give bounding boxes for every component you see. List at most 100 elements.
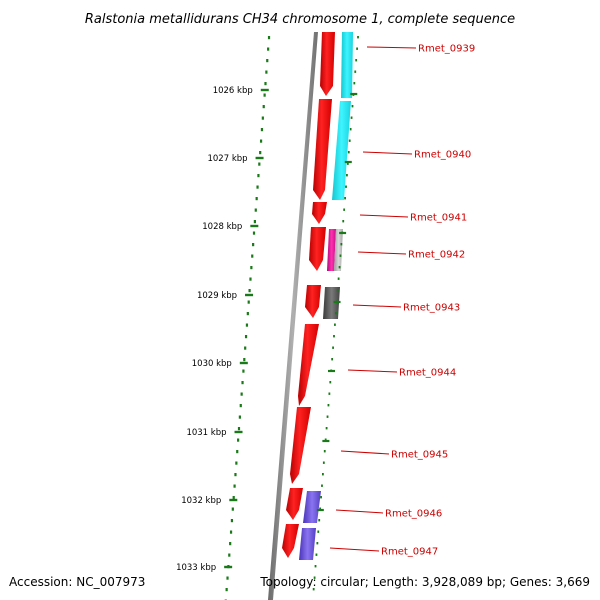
outer-dot [354, 70, 357, 73]
ruler-dot [231, 507, 234, 511]
gene-label[interactable]: Rmet_0942 [408, 250, 465, 261]
gene-cds-purple [303, 491, 321, 523]
gene-label[interactable]: Rmet_0940 [414, 150, 471, 161]
ruler-dot [236, 450, 239, 454]
outer-dot [321, 484, 323, 487]
kbp-tick-label: 1027 kbp [207, 154, 247, 164]
ruler-dot [226, 576, 229, 580]
outer-dot [316, 542, 319, 545]
outer-dot [339, 254, 342, 257]
outer-dot [343, 208, 346, 211]
gene-cds-red [290, 407, 311, 484]
ruler-dot [244, 335, 248, 339]
ruler-dot [242, 369, 245, 373]
gene-cds-purple [299, 528, 316, 560]
ruler-dot [235, 461, 238, 465]
outer-dot [346, 174, 348, 177]
ruler-dot [246, 312, 249, 316]
ruler-dot [234, 473, 237, 477]
gene-leader-line [357, 251, 407, 255]
gene-leader-line [347, 369, 398, 373]
ruler-dot [238, 415, 241, 419]
outer-dot [348, 139, 351, 142]
outer-dot [320, 496, 322, 499]
ruler-dot [262, 105, 265, 109]
kbp-tick-label: 1026 kbp [213, 86, 253, 96]
outer-dot [315, 553, 318, 556]
gene-leader-line [340, 450, 390, 455]
ruler-dot [252, 243, 255, 247]
gene-cds-grey-dark [323, 287, 340, 319]
outer-dot [345, 185, 347, 188]
gene-cds-red [286, 488, 303, 520]
kbp-tick-label: 1032 kbp [181, 496, 221, 506]
outer-dot [347, 151, 350, 154]
gene-label[interactable]: Rmet_0946 [385, 509, 442, 520]
ruler-dot [229, 542, 232, 546]
ruler-dot [260, 128, 264, 132]
gene-label[interactable]: Rmet_0947 [381, 547, 438, 558]
ruler-dot [253, 220, 256, 224]
gene-label[interactable]: Rmet_0939 [418, 44, 475, 55]
ruler-dot [232, 496, 235, 500]
ruler-dot [250, 266, 253, 270]
outer-dot [317, 530, 320, 533]
outer-strand-ticks [312, 36, 359, 591]
outer-dot [324, 438, 327, 441]
kbp-ruler: 1026 kbp 1027 kbp 1028 kbp 1029 kbp 1030 kbp… [176, 36, 271, 600]
ruler-dot [239, 404, 242, 408]
gene-label[interactable]: Rmet_0941 [410, 213, 467, 224]
ruler-dot [266, 59, 269, 63]
gene-cds-red [320, 32, 335, 96]
ruler-dot [237, 438, 240, 442]
gene-cds-red [313, 99, 332, 200]
outer-dot [349, 128, 352, 131]
ruler-dot [230, 519, 234, 523]
ruler-dot [258, 162, 261, 166]
outer-dot [334, 323, 336, 326]
kbp-tick-label: 1030 kbp [192, 359, 232, 369]
gene-cds-red [282, 524, 299, 558]
outer-dot [355, 59, 358, 62]
outer-dot [325, 427, 328, 430]
ruler-dot [248, 289, 251, 293]
kbp-tick-label: 1028 kbp [202, 222, 242, 232]
gene-leader-line [359, 214, 409, 218]
outer-dot [350, 116, 353, 119]
outer-dot [353, 82, 356, 85]
ruler-dot [264, 82, 267, 86]
ruler-dot [251, 254, 254, 258]
outer-dot [332, 346, 334, 349]
ruler-dot [254, 208, 257, 212]
gene-leader-line [362, 151, 413, 155]
ruler-dot [265, 70, 268, 74]
ruler-dot [244, 346, 247, 350]
gene-label[interactable]: Rmet_0944 [399, 368, 456, 379]
ruler-dot [249, 277, 252, 281]
outer-dot [331, 358, 334, 361]
ruler-dot [259, 139, 263, 143]
outer-dot [340, 243, 343, 246]
gene-leader-line [352, 304, 402, 308]
ruler-dot [267, 47, 270, 51]
ruler-dot [225, 588, 228, 592]
outer-dot [357, 36, 359, 39]
ruler-dot [255, 197, 258, 201]
map-title: Ralstonia metallidurans CH34 chromosome … [85, 12, 515, 27]
ruler-dot [240, 392, 243, 396]
gene-leader-line [329, 547, 380, 552]
outer-dot [338, 266, 341, 269]
gene-leader-line [335, 509, 384, 514]
outer-dot [322, 473, 324, 476]
accession-text: Accession: NC_007973 [9, 575, 145, 589]
gene-leader-line [366, 46, 417, 49]
gene-label[interactable]: Rmet_0945 [391, 450, 448, 461]
gene-label[interactable]: Rmet_0943 [403, 303, 460, 314]
ruler-dot [241, 381, 244, 385]
gene-cds-magenta [327, 229, 336, 271]
outer-dot [337, 277, 340, 280]
outer-dot [319, 507, 322, 510]
outer-dot [336, 289, 339, 292]
ruler-dot [228, 553, 231, 557]
